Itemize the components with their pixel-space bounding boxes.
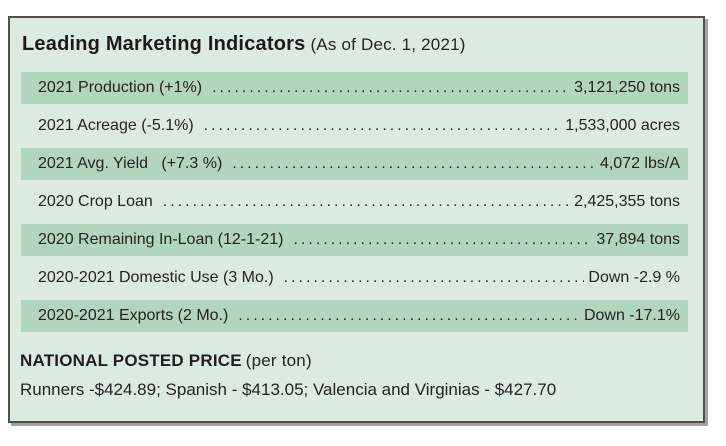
- indicator-value: 3,121,250 tons: [574, 79, 680, 96]
- indicator-value: 1,533,000 acres: [565, 117, 680, 134]
- indicator-label: 2020-2021 Domestic Use (3 Mo.): [38, 269, 274, 286]
- indicator-label: 2020 Remaining In-Loan (12-1-21): [38, 231, 284, 248]
- dot-leader: ........................................…: [293, 231, 592, 248]
- indicator-row: 2020-2021 Domestic Use (3 Mo.)..........…: [21, 262, 688, 294]
- posted-price-title: NATIONAL POSTED PRICE: [20, 351, 242, 370]
- indicator-row: 2021 Acreage (-5.1%)....................…: [21, 110, 688, 142]
- indicator-value: Down -2.9 %: [588, 269, 680, 286]
- indicator-row: 2020-2021 Exports (2 Mo.)...............…: [21, 300, 688, 332]
- dot-leader: ........................................…: [162, 193, 570, 210]
- indicator-label: 2020 Crop Loan: [38, 193, 153, 210]
- indicator-row: 2021 Avg. Yield (+7.3 %)................…: [21, 148, 688, 180]
- dot-leader: ........................................…: [212, 79, 570, 96]
- posted-price-unit: (per ton): [245, 351, 312, 370]
- panel-title: Leading Marketing Indicators (As of Dec. …: [22, 31, 691, 58]
- indicator-row: 2020 Crop Loan..........................…: [21, 186, 688, 218]
- posted-price-section: NATIONAL POSTED PRICE (per ton) Runners -…: [20, 349, 691, 401]
- indicator-value: Down -17.1%: [583, 307, 680, 324]
- indicator-label: 2021 Production (+1%): [38, 79, 203, 96]
- indicators-panel: Leading Marketing Indicators (As of Dec. …: [8, 16, 705, 423]
- dot-leader: ........................................…: [203, 117, 562, 134]
- posted-price-heading: NATIONAL POSTED PRICE (per ton): [20, 349, 691, 372]
- posted-price-values: Runners -$424.89; Spanish - $413.05; Val…: [20, 380, 557, 399]
- indicator-label: 2021 Acreage (-5.1%): [38, 117, 194, 134]
- indicator-label: 2020-2021 Exports (2 Mo.): [38, 307, 229, 324]
- panel-title-main: Leading Marketing Indicators: [22, 33, 306, 55]
- dot-leader: ........................................…: [232, 155, 596, 172]
- panel-title-suffix: (As of Dec. 1, 2021): [310, 35, 466, 54]
- dot-leader: ........................................…: [283, 269, 585, 286]
- indicator-row: 2021 Production (+1%)...................…: [21, 72, 688, 104]
- dot-leader: ........................................…: [238, 307, 580, 324]
- indicator-value: 2,425,355 tons: [574, 193, 680, 210]
- indicator-row: 2020 Remaining In-Loan (12-1-21)........…: [21, 224, 688, 256]
- indicator-rows: 2021 Production (+1%)...................…: [21, 72, 688, 332]
- indicator-value: 4,072 lbs/A: [599, 155, 680, 172]
- indicator-value: 37,894 tons: [596, 231, 680, 248]
- indicator-label: 2021 Avg. Yield (+7.3 %): [38, 155, 223, 172]
